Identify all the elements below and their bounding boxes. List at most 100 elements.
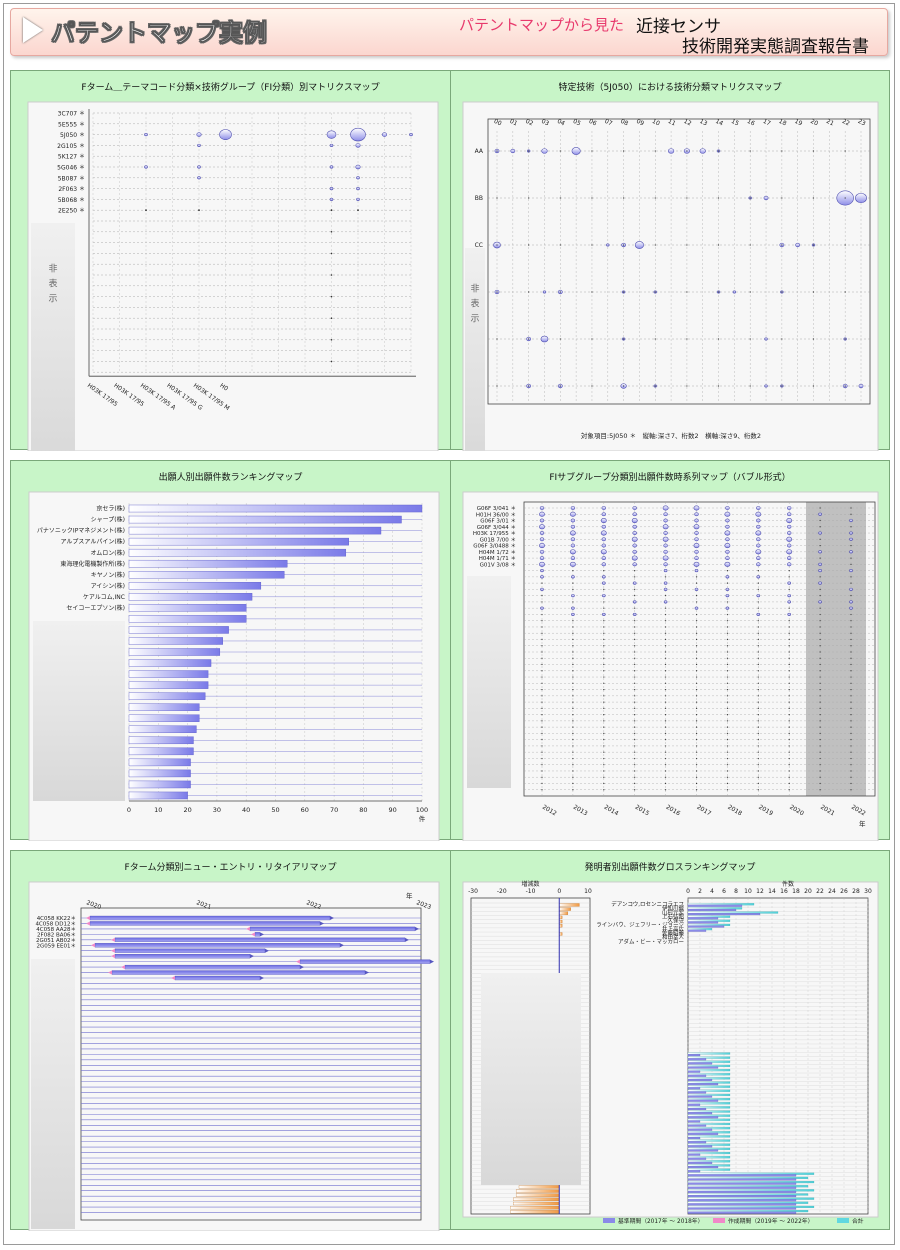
bubble — [329, 197, 334, 201]
bubble — [570, 511, 576, 517]
bubble — [725, 524, 730, 529]
dot — [496, 291, 498, 293]
bubble — [663, 581, 668, 585]
dot — [541, 707, 543, 709]
axis-unit: 年 — [406, 891, 413, 900]
dot — [541, 657, 543, 659]
bubble — [725, 549, 730, 554]
entry-marker — [296, 959, 300, 964]
bubble — [539, 511, 545, 517]
forecast-area — [806, 502, 866, 796]
base-bar — [687, 929, 707, 932]
dot — [330, 339, 333, 341]
dot — [819, 688, 821, 691]
row-label: H04M 1/71 ＊ — [479, 555, 516, 562]
dot — [850, 544, 852, 547]
dot — [541, 745, 543, 747]
dot — [844, 244, 846, 246]
tick-label: 12 — [756, 888, 764, 895]
tick-label: 20 — [804, 888, 812, 895]
legend-label: 合計 — [852, 1217, 864, 1225]
dot — [695, 632, 698, 634]
bar — [128, 515, 402, 524]
bubble — [632, 524, 637, 529]
dot — [623, 338, 625, 340]
bubble — [663, 549, 668, 554]
dot — [788, 588, 790, 590]
dot — [850, 663, 852, 666]
dot — [819, 782, 821, 785]
dot — [717, 197, 720, 199]
tick-label: 90 — [389, 806, 397, 814]
bubble — [786, 549, 793, 555]
dot — [572, 657, 574, 659]
dot — [634, 670, 636, 672]
inventor-label: 久保守 — [667, 917, 684, 925]
bubble — [763, 195, 769, 201]
bubble — [570, 524, 576, 529]
category-label: セイコーエプソン(株) — [66, 604, 125, 612]
dot — [726, 613, 728, 616]
bubble — [787, 562, 792, 567]
bubble — [542, 290, 547, 294]
dot — [726, 601, 728, 603]
dot — [757, 626, 759, 628]
bubble — [858, 383, 864, 389]
dot — [665, 607, 667, 609]
category-label: ケアルコム,INC — [83, 594, 125, 601]
column-label: 16 — [746, 118, 756, 128]
dot — [812, 150, 815, 152]
dot — [695, 682, 698, 684]
dot — [726, 682, 728, 684]
plot-frame — [487, 118, 871, 405]
gantt-bar — [114, 948, 266, 953]
bubble — [764, 384, 768, 388]
legend-swatch — [837, 1218, 849, 1223]
tick-label: 30 — [864, 888, 872, 895]
dot — [541, 764, 543, 766]
inventor-label: 井上高広 — [662, 925, 685, 933]
column-label: 02 — [524, 118, 534, 128]
dot — [572, 638, 574, 641]
column-label: 23 — [857, 118, 867, 128]
dot — [603, 626, 605, 628]
tick-label: 22 — [816, 888, 824, 895]
dot — [496, 150, 498, 152]
panel-5j050-matrix: 特定技術（5J050）における技術分類マトリクスマップ 00 01 02 03 04 05… — [450, 70, 890, 451]
dot — [757, 695, 759, 697]
dot — [781, 150, 783, 152]
dot — [819, 720, 821, 722]
dot — [665, 613, 667, 616]
total-bar — [687, 1118, 731, 1121]
row-label: G06F 3/0488 ＊ — [473, 543, 516, 550]
dot — [788, 732, 790, 734]
dot — [541, 670, 543, 672]
bubble — [539, 531, 545, 535]
base-bar — [687, 1070, 701, 1073]
axis-unit: 年 — [859, 819, 866, 828]
bar — [128, 648, 221, 656]
dot — [695, 638, 698, 641]
dot — [695, 720, 698, 722]
dot — [726, 676, 728, 678]
dot — [541, 695, 543, 697]
dot — [695, 770, 698, 772]
bubble — [197, 165, 201, 169]
gantt-bar — [249, 926, 416, 932]
dot — [572, 570, 574, 572]
row-label: 2E250 ＊ — [58, 208, 85, 215]
dot — [726, 570, 728, 572]
dot — [591, 244, 593, 246]
bubble — [632, 612, 637, 617]
delta-bar — [513, 1201, 560, 1206]
hidden-area — [33, 621, 125, 801]
dot — [749, 244, 751, 246]
header-subtitle-topic: 近接センサ — [636, 17, 721, 37]
inventor-label: デアンコウ,ロセンニコラエフ — [611, 900, 684, 908]
dot — [819, 707, 821, 709]
dot — [850, 757, 852, 760]
dot — [757, 764, 759, 766]
base-bar — [687, 1186, 797, 1189]
bubble — [667, 148, 675, 154]
bubble — [725, 537, 730, 542]
